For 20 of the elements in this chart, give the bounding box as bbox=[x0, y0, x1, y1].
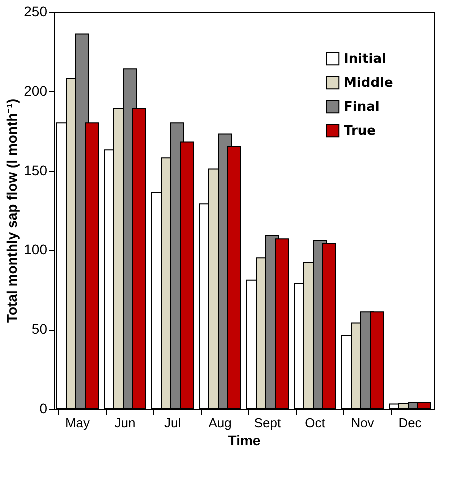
x-tick-label: Aug bbox=[208, 416, 232, 430]
legend-label: Middle bbox=[344, 76, 394, 91]
x-tick-label: Sept bbox=[254, 416, 282, 430]
x-tick-label: May bbox=[65, 416, 91, 430]
legend-label: True bbox=[344, 124, 376, 139]
x-axis-title: Time bbox=[228, 432, 261, 448]
legend-label: Final bbox=[344, 100, 380, 115]
y-tick-label: 250 bbox=[24, 4, 48, 20]
y-tick-label: 100 bbox=[24, 242, 48, 258]
legend-label: Initial bbox=[344, 52, 386, 67]
y-tick-label: 200 bbox=[24, 82, 48, 99]
x-tick-label: Oct bbox=[305, 416, 326, 430]
y-tick-label: 150 bbox=[24, 162, 48, 178]
x-tick-label: Nov bbox=[351, 416, 375, 430]
x-tick-label: Dec bbox=[398, 416, 422, 430]
x-tick-label: Jun bbox=[114, 416, 136, 430]
x-tick-label: Jul bbox=[164, 416, 182, 430]
y-axis-title: Total monthly sap flow (l month⁻¹) bbox=[4, 98, 20, 324]
y-tick-label: 0 bbox=[40, 400, 48, 416]
y-tick-label: 50 bbox=[32, 321, 48, 338]
